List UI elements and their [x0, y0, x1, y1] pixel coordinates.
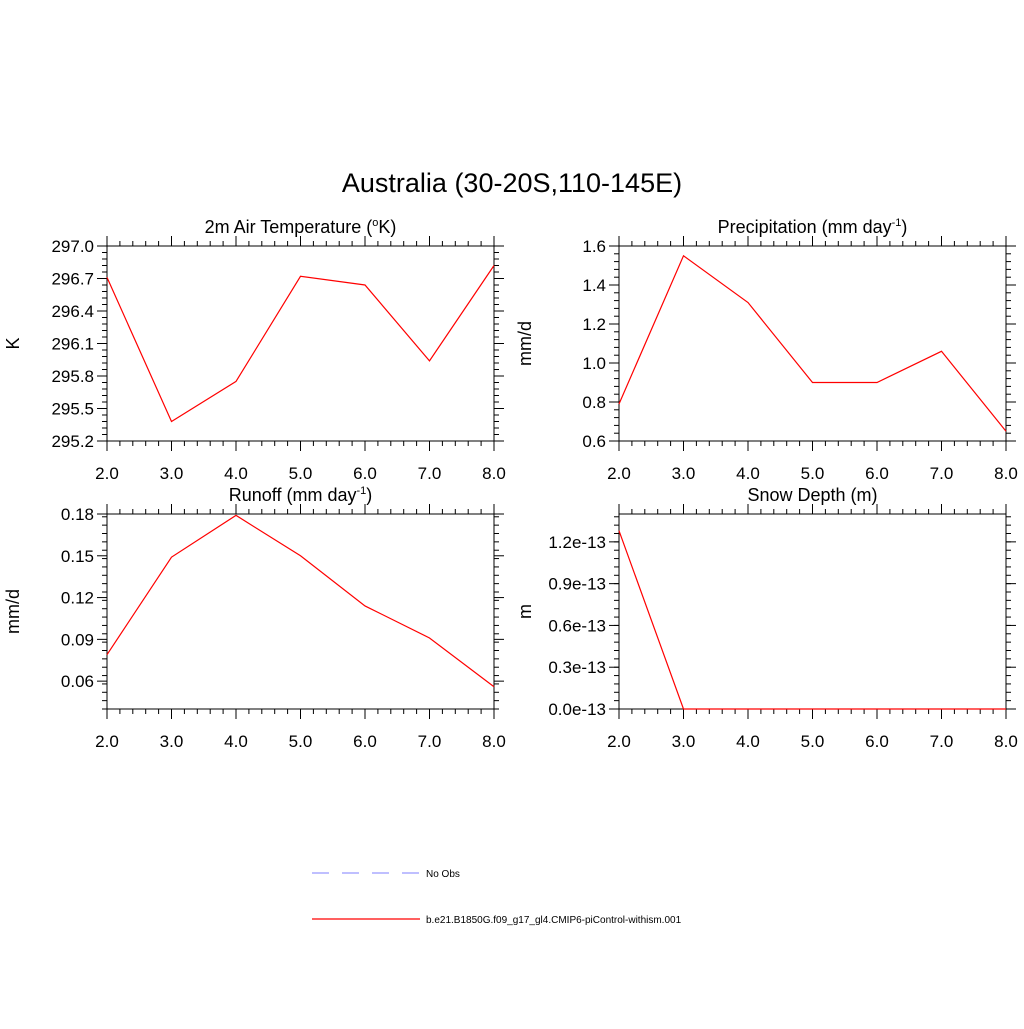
snow-depth-x-tick-label: 4.0 [736, 732, 760, 751]
air-temperature-x-tick-label: 7.0 [418, 464, 442, 483]
snow-depth-plot-frame [618, 513, 1007, 710]
precipitation-x-tick-label: 3.0 [672, 464, 696, 483]
air-temperature-title: 2m Air Temperature (oK) [205, 217, 397, 237]
snow-depth-title: Snow Depth (m) [747, 485, 877, 505]
snow-depth-y-tick-label: 1.2e-13 [548, 533, 606, 552]
air-temperature-x-tick-label: 2.0 [95, 464, 119, 483]
runoff-x-tick-label: 5.0 [289, 732, 313, 751]
runoff-plot-frame [106, 513, 495, 710]
precipitation-y-axis-label: mm/d [515, 321, 535, 366]
snow-depth-series-line [618, 530, 1006, 710]
runoff-x-tick-label: 8.0 [482, 732, 506, 751]
runoff-y-tick-label: 0.12 [61, 589, 94, 608]
precipitation-y-tick-label: 1.6 [582, 237, 606, 256]
snow-depth-x-tick-label: 3.0 [672, 732, 696, 751]
air-temperature-x-tick-label: 3.0 [160, 464, 184, 483]
runoff-x-tick-label: 7.0 [418, 732, 442, 751]
air-temperature-y-tick-label: 296.1 [51, 335, 94, 354]
air-temperature-x-tick-label: 8.0 [482, 464, 506, 483]
panel-precipitation: Precipitation (mm day-1) 0.6 0.8 1.0 1.2 1.4 1… [515, 217, 1018, 483]
snow-depth-x-tick-label: 7.0 [930, 732, 954, 751]
air-temperature-y-tick-label: 296.4 [51, 302, 94, 321]
snow-depth-x-tick-label: 5.0 [801, 732, 825, 751]
figure-title: Australia (30-20S,110-145E) [342, 168, 682, 198]
runoff-y-tick-label: 0.18 [61, 505, 94, 524]
runoff-y-tick-label: 0.09 [61, 630, 94, 649]
precipitation-plot-frame [618, 245, 1007, 442]
air-temperature-x-tick-label: 5.0 [289, 464, 313, 483]
air-temperature-plot-frame [106, 245, 495, 442]
precipitation-x-tick-label: 4.0 [736, 464, 760, 483]
air-temperature-y-tick-label: 295.5 [51, 400, 94, 419]
air-temperature-y-tick-label: 297.0 [51, 237, 94, 256]
air-temperature-y-tick-label: 296.7 [51, 270, 94, 289]
panel-snow-depth: Snow Depth (m) 0.0e-13 0.3e-13 0.6e-13 0.9e-… [515, 485, 1018, 751]
precipitation-series-line [618, 254, 1007, 432]
air-temperature-x-tick-label: 6.0 [353, 464, 377, 483]
air-temperature-y-tick-label: 295.2 [51, 432, 94, 451]
snow-depth-y-tick-label: 0.3e-13 [548, 658, 606, 677]
runoff-series-line [106, 514, 495, 688]
precipitation-y-tick-label: 1.0 [582, 354, 606, 373]
precipitation-y-tick-label: 0.8 [582, 393, 606, 412]
precipitation-x-tick-label: 5.0 [801, 464, 825, 483]
air-temperature-y-tick-label: 295.8 [51, 367, 94, 386]
panel-runoff: Runoff (mm day-1) 0.06 0.09 0.12 0.15 0.18 2.0… [3, 485, 506, 751]
air-temperature-x-tick-label: 4.0 [224, 464, 248, 483]
runoff-x-tick-label: 3.0 [160, 732, 184, 751]
runoff-y-tick-label: 0.15 [61, 547, 94, 566]
snow-depth-x-tick-label: 6.0 [865, 732, 889, 751]
air-temperature-y-axis-label: K [3, 337, 23, 349]
runoff-y-tick-label: 0.06 [61, 672, 94, 691]
snow-depth-y-tick-label: 0.0e-13 [548, 700, 606, 719]
runoff-x-tick-label: 6.0 [353, 732, 377, 751]
snow-depth-y-axis-label: m [515, 604, 535, 619]
runoff-x-tick-label: 4.0 [224, 732, 248, 751]
snow-depth-x-tick-label: 2.0 [607, 732, 631, 751]
snow-depth-y-tick-label: 0.9e-13 [548, 575, 606, 594]
runoff-title: Runoff (mm day-1) [229, 485, 373, 505]
legend-label-no-obs: No Obs [426, 869, 460, 880]
precipitation-x-tick-label: 2.0 [607, 464, 631, 483]
air-temperature-series-line [106, 265, 495, 423]
precipitation-x-tick-label: 7.0 [930, 464, 954, 483]
precipitation-y-tick-label: 1.4 [582, 276, 606, 295]
legend: No Obs b.e21.B1850G.f09_g17_gl4.CMIP6-pi… [312, 869, 682, 926]
panel-air-temperature: 2m Air Temperature (oK) 295.2 295.5 295.8 29… [3, 217, 506, 483]
snow-depth-y-tick-label: 0.6e-13 [548, 616, 606, 635]
runoff-x-tick-label: 2.0 [95, 732, 119, 751]
snow-depth-x-tick-label: 8.0 [994, 732, 1018, 751]
precipitation-title: Precipitation (mm day-1) [718, 217, 908, 237]
precipitation-x-tick-label: 6.0 [865, 464, 889, 483]
runoff-y-axis-label: mm/d [3, 589, 23, 634]
precipitation-x-tick-label: 8.0 [994, 464, 1018, 483]
precipitation-y-tick-label: 0.6 [582, 432, 606, 451]
precipitation-y-tick-label: 1.2 [582, 315, 606, 334]
legend-label-model-run: b.e21.B1850G.f09_g17_gl4.CMIP6-piControl… [426, 915, 682, 926]
